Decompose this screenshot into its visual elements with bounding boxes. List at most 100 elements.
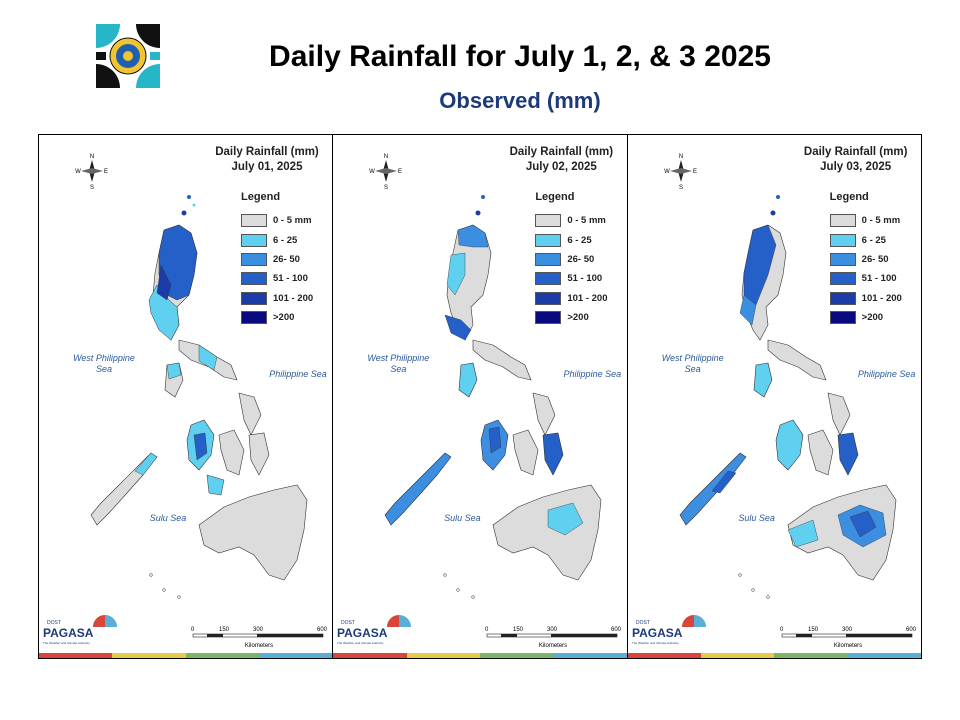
svg-text:600: 600: [611, 627, 622, 633]
svg-text:300: 300: [547, 627, 558, 633]
legend-item: 26- 50: [241, 250, 313, 269]
page-title: Daily Rainfall for July 1, 2, & 3 2025: [269, 40, 771, 73]
legend-title: Legend: [241, 191, 281, 203]
svg-text:The Weather and Climate Author: The Weather and Climate Authority: [337, 641, 384, 645]
svg-text:600: 600: [906, 627, 917, 633]
legend-item: 6 - 25: [829, 230, 902, 249]
svg-text:PAGASA: PAGASA: [337, 626, 388, 640]
svg-text:S: S: [679, 185, 683, 191]
legend-item: 101 - 200: [829, 289, 902, 308]
svg-text:N: N: [678, 154, 682, 160]
legend-item: 0 - 5 mm: [241, 211, 313, 230]
svg-text:Kilometers: Kilometers: [245, 643, 273, 649]
panel-date: July 03, 2025: [820, 161, 892, 173]
svg-text:DOST: DOST: [341, 620, 355, 626]
legend-title: Legend: [829, 191, 869, 203]
philippine-sea-label: Philippine Sea: [857, 369, 916, 379]
pagasa-seal-logo: [96, 24, 160, 88]
svg-text:E: E: [104, 169, 108, 175]
svg-text:S: S: [384, 185, 388, 191]
north-arrow-icon: N W E S: [75, 151, 109, 191]
panel-heading: Daily Rainfall (mm): [803, 146, 908, 158]
svg-text:600: 600: [317, 627, 328, 633]
legend-item: 26- 50: [535, 250, 607, 269]
svg-text:Kilometers: Kilometers: [539, 643, 567, 649]
panel-heading: Daily Rainfall (mm): [215, 146, 319, 158]
legend: 0 - 5 mm 6 - 25 26- 50 51 - 100 101 - 20…: [241, 211, 313, 327]
legend-item: 51 - 100: [535, 269, 607, 288]
svg-text:Kilometers: Kilometers: [833, 643, 861, 649]
philippine-sea-label: Philippine Sea: [563, 369, 622, 379]
svg-text:W: W: [75, 169, 81, 175]
svg-text:N: N: [90, 154, 94, 160]
svg-text:150: 150: [808, 627, 819, 633]
svg-text:DOST: DOST: [636, 620, 650, 626]
panel-date: July 01, 2025: [231, 161, 303, 173]
svg-text:DOST: DOST: [47, 620, 61, 626]
philippines-map: [90, 195, 308, 599]
pagasa-logo: DOST PAGASA The Weather and Climate Auth…: [630, 613, 708, 649]
panel-title: Daily Rainfall (mm) July 03, 2025: [796, 145, 916, 175]
svg-text:E: E: [693, 169, 697, 175]
west-philippine-sea-label: West Philippine Sea: [661, 353, 724, 374]
legend-item: 101 - 200: [241, 289, 313, 308]
svg-text:0: 0: [485, 627, 489, 633]
pagasa-logo: DOST PAGASA The Weather and Climate Auth…: [41, 613, 119, 649]
svg-text:300: 300: [253, 627, 264, 633]
legend-item: 6 - 25: [241, 230, 313, 249]
legend-item: 51 - 100: [829, 269, 902, 288]
legend-item: 101 - 200: [535, 289, 607, 308]
legend-item: >200: [241, 308, 313, 327]
panel-title: Daily Rainfall (mm) July 01, 2025: [207, 145, 327, 175]
legend-item: 0 - 5 mm: [829, 211, 902, 230]
legend-item: 0 - 5 mm: [535, 211, 607, 230]
map-panel-july-03: N W E S Daily Rainfall (mm) July 03, 202…: [627, 135, 921, 658]
legend-title: Legend: [535, 191, 575, 203]
map-panel-july-02: N W E S Daily Rainfall (mm) July 02, 202…: [333, 135, 628, 658]
north-arrow-icon: N W E S: [664, 151, 698, 191]
sulu-sea-label: Sulu Sea: [149, 513, 187, 523]
svg-text:W: W: [664, 169, 670, 175]
legend-item: >200: [829, 308, 902, 327]
svg-text:PAGASA: PAGASA: [43, 626, 94, 640]
sulu-sea-label: Sulu Sea: [444, 513, 481, 523]
pagasa-logo: DOST PAGASA The Weather and Climate Auth…: [335, 613, 413, 649]
legend: 0 - 5 mm 6 - 25 26- 50 51 - 100 101 - 20…: [829, 211, 902, 327]
svg-text:150: 150: [219, 627, 230, 633]
svg-text:0: 0: [780, 627, 784, 633]
panel-date: July 02, 2025: [525, 161, 597, 173]
panel-heading: Daily Rainfall (mm): [509, 146, 614, 158]
west-philippine-sea-label: West Philippine Sea: [367, 353, 430, 374]
color-stripe: [627, 653, 921, 658]
svg-text:300: 300: [842, 627, 853, 633]
svg-text:E: E: [398, 169, 402, 175]
svg-text:150: 150: [513, 627, 524, 633]
legend: 0 - 5 mm 6 - 25 26- 50 51 - 100 101 - 20…: [535, 211, 607, 327]
legend-item: >200: [535, 308, 607, 327]
sulu-sea-label: Sulu Sea: [738, 513, 775, 523]
panel-title: Daily Rainfall (mm) July 02, 2025: [501, 145, 621, 175]
svg-text:0: 0: [191, 627, 195, 633]
legend-item: 51 - 100: [241, 269, 313, 288]
west-philippine-sea-label: West Philippine Sea: [73, 353, 135, 374]
scale-bar: 0 150 300 600 Kilometers: [483, 623, 623, 653]
rainfall-maps: N W E S Daily Rainfall (mm) July 01, 202…: [38, 134, 922, 659]
svg-text:S: S: [90, 185, 94, 191]
svg-text:PAGASA: PAGASA: [632, 626, 683, 640]
color-stripe: [333, 653, 627, 658]
svg-text:The Weather and Climate Author: The Weather and Climate Authority: [43, 641, 90, 645]
svg-text:The Weather and Climate Author: The Weather and Climate Authority: [632, 641, 679, 645]
philippines-map: [679, 195, 896, 599]
scale-bar: 0 150 300 600 Kilometers: [778, 623, 918, 653]
north-arrow-icon: N W E S: [369, 151, 403, 191]
page-subtitle: Observed (mm): [439, 88, 601, 113]
legend-item: 26- 50: [829, 250, 902, 269]
philippine-sea-label: Philippine Sea: [269, 369, 327, 379]
scale-bar: 0 150 300 600 Kilometers: [189, 623, 329, 653]
map-panel-july-01: N W E S Daily Rainfall (mm) July 01, 202…: [39, 135, 334, 658]
philippines-map: [384, 195, 602, 599]
svg-text:N: N: [384, 154, 388, 160]
svg-text:W: W: [369, 169, 375, 175]
color-stripe: [39, 653, 333, 658]
legend-item: 6 - 25: [535, 230, 607, 249]
